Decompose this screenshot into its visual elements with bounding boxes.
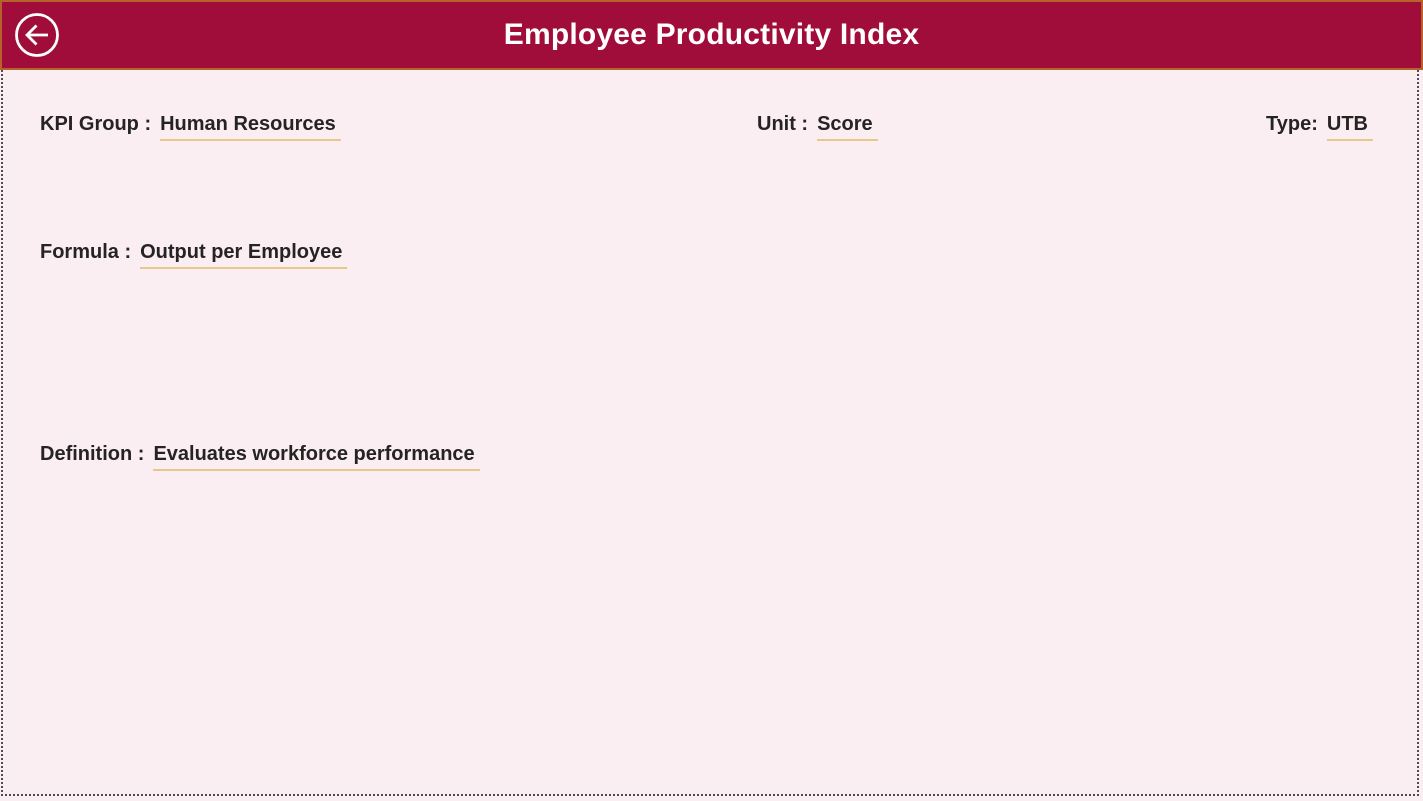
formula-label: Formula : (40, 241, 132, 263)
unit-label: Unit : (757, 113, 809, 135)
type-value: UTB (1326, 113, 1373, 141)
header-bar: Employee Productivity Index (0, 0, 1423, 70)
kpi-group-value: Human Resources (160, 113, 341, 141)
definition-label: Definition : (40, 443, 145, 465)
field-type: Type: UTB (1266, 113, 1373, 141)
field-kpi-group: KPI Group : Human Resources (40, 113, 341, 141)
page-title: Employee Productivity Index (503, 18, 920, 51)
field-formula: Formula : Output per Employee (40, 241, 348, 269)
unit-value: Score (817, 113, 878, 141)
kpi-group-label: KPI Group : (40, 113, 152, 135)
formula-value: Output per Employee (140, 241, 348, 269)
back-button[interactable] (13, 11, 61, 59)
definition-value: Evaluates workforce performance (153, 443, 480, 471)
field-definition: Definition : Evaluates workforce perform… (40, 443, 480, 471)
type-label: Type: (1266, 113, 1318, 135)
field-unit: Unit : Score (757, 113, 878, 141)
arrow-left-circle-icon (14, 12, 60, 58)
